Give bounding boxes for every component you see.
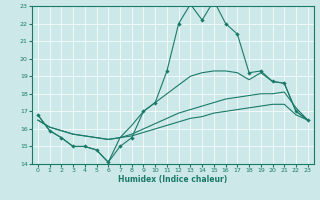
X-axis label: Humidex (Indice chaleur): Humidex (Indice chaleur) [118, 175, 228, 184]
